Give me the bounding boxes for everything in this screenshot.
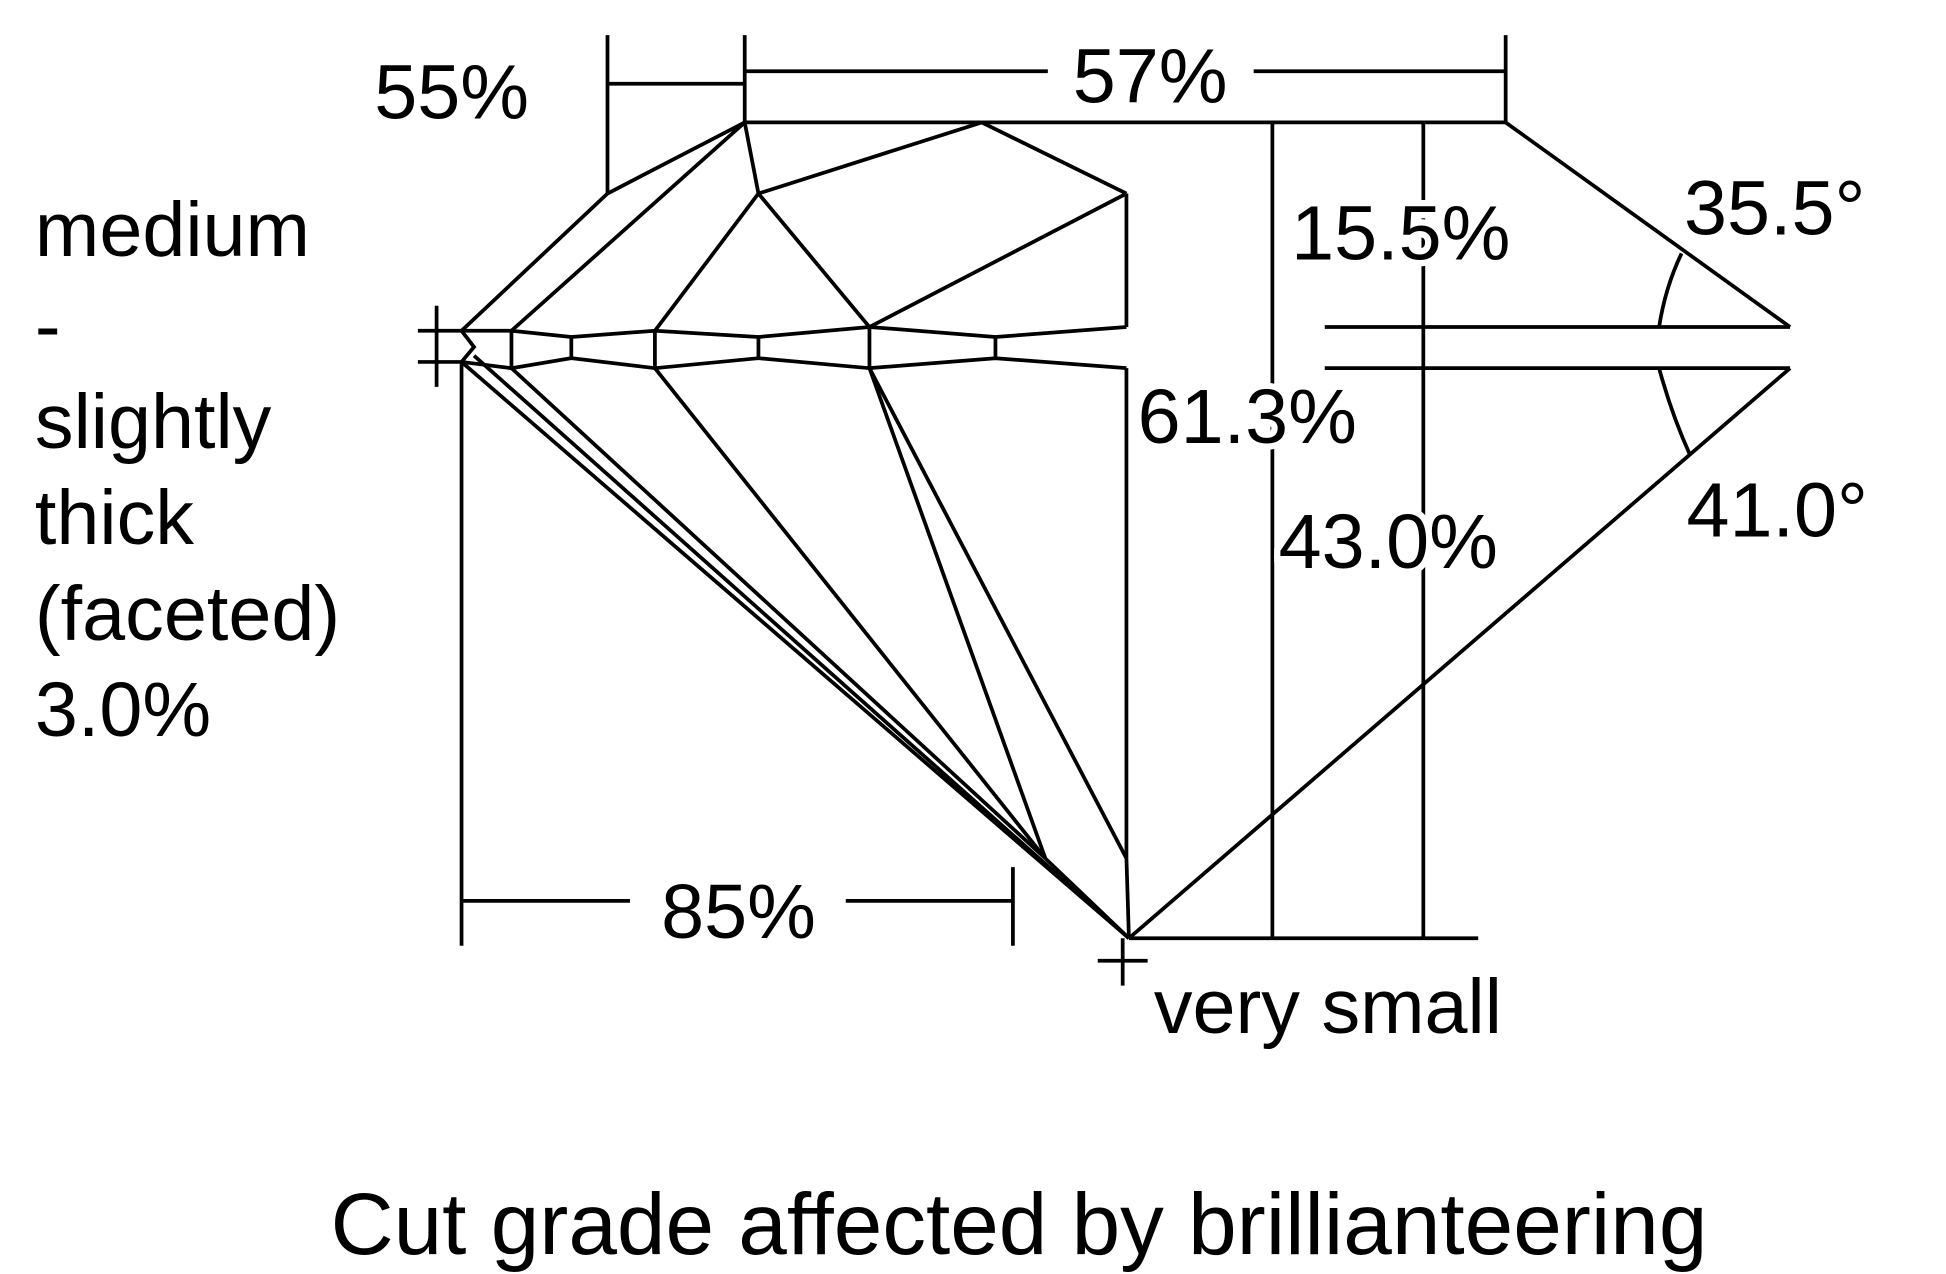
girdle-line: medium	[35, 187, 310, 273]
total-depth-label: 61.3%	[1138, 374, 1357, 460]
crown-angle-label: 35.5°	[1684, 166, 1865, 252]
diamond-outline	[417, 35, 1792, 986]
pavilion-angle-label: 41.0°	[1687, 468, 1868, 554]
star-length-label: 55%	[374, 50, 529, 136]
girdle-line: -	[35, 283, 61, 369]
girdle-line: thick	[35, 475, 194, 561]
lower-half-label: 85%	[661, 869, 816, 955]
table-label: 57%	[1073, 33, 1228, 119]
caption: Cut grade affected by brillianteering	[331, 1175, 1708, 1273]
crown-height-label: 15.5%	[1291, 191, 1510, 277]
girdle-line: (faceted)	[35, 571, 340, 657]
girdle-line: slightly	[35, 379, 272, 465]
pavilion-depth-label: 43.0%	[1279, 499, 1498, 585]
girdle-label: medium - slightly thick (faceted) 3.0%	[35, 187, 340, 753]
culet-label: very small	[1154, 964, 1502, 1050]
girdle-line: 3.0%	[35, 667, 211, 753]
